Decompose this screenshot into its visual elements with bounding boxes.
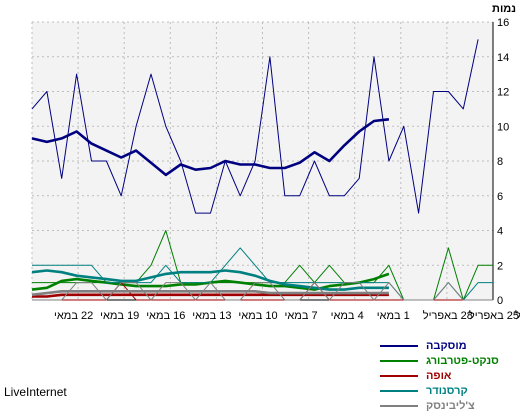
y-tick-label: 6 bbox=[497, 191, 503, 203]
x-tick-label: 13 במאי bbox=[192, 310, 231, 322]
legend-swatch bbox=[380, 374, 418, 377]
x-tick-label: 22 במאי bbox=[54, 310, 93, 322]
legend-label: סנקט-פטרבורג bbox=[426, 354, 499, 367]
y-tick-label: 2 bbox=[497, 260, 503, 272]
legend-item-moscow: מוסקבה bbox=[380, 338, 516, 353]
y-tick-label: 10 bbox=[497, 121, 509, 133]
chart-legend: מוסקבה סנקט-פטרבורג אופה קרסנודר צ'ליבינסק bbox=[380, 338, 516, 413]
legend-swatch bbox=[380, 344, 418, 347]
legend-item-krasnodar: קרסנודר bbox=[380, 383, 516, 398]
x-tick-label: 4 במאי bbox=[331, 310, 364, 322]
y-tick-label: 12 bbox=[497, 87, 509, 99]
y-tick-label: 0 bbox=[497, 295, 503, 307]
x-tick-label: 1 במאי bbox=[377, 310, 410, 322]
series-line-moscow-average bbox=[31, 118, 390, 177]
legend-item-ufa: אופה bbox=[380, 368, 516, 383]
legend-label: מוסקבה bbox=[426, 339, 467, 352]
series-line-chelyabinsk-daily bbox=[32, 282, 493, 301]
series-line-moscow-daily bbox=[31, 39, 479, 214]
y-tick-label: 4 bbox=[497, 226, 503, 238]
x-tick-label: 16 במאי bbox=[146, 310, 185, 322]
brand-label: LiveInternet bbox=[4, 385, 67, 399]
x-tick-label: 25 באפריל bbox=[469, 309, 519, 322]
series-line-ufa-average bbox=[32, 293, 389, 298]
legend-item-spb: סנקט-פטרבורג bbox=[380, 353, 516, 368]
y-tick-label: 14 bbox=[497, 52, 509, 64]
legend-label: צ'ליבינסק bbox=[426, 399, 475, 412]
x-tick-label: 7 במאי bbox=[285, 310, 318, 322]
x-tick-label: 19 במאי bbox=[100, 310, 139, 322]
y-tick-label: 16 bbox=[497, 17, 509, 29]
y-tick-label: 8 bbox=[497, 156, 503, 168]
y-axis-unit: נמות bbox=[492, 3, 516, 15]
legend-label: קרסנודר bbox=[426, 384, 468, 397]
legend-swatch bbox=[380, 359, 418, 362]
legend-item-chelyabinsk: צ'ליבינסק bbox=[380, 398, 516, 413]
x-tick-label: 10 במאי bbox=[238, 310, 277, 322]
legend-swatch bbox=[380, 389, 418, 392]
series-line-chelyabinsk-average bbox=[31, 289, 389, 297]
x-tick-label: 22 באפריל bbox=[515, 309, 520, 322]
x-tick-label: 28 באפריל bbox=[423, 309, 473, 322]
series-line-krasnodar-average bbox=[31, 269, 389, 291]
legend-label: אופה bbox=[426, 369, 452, 382]
